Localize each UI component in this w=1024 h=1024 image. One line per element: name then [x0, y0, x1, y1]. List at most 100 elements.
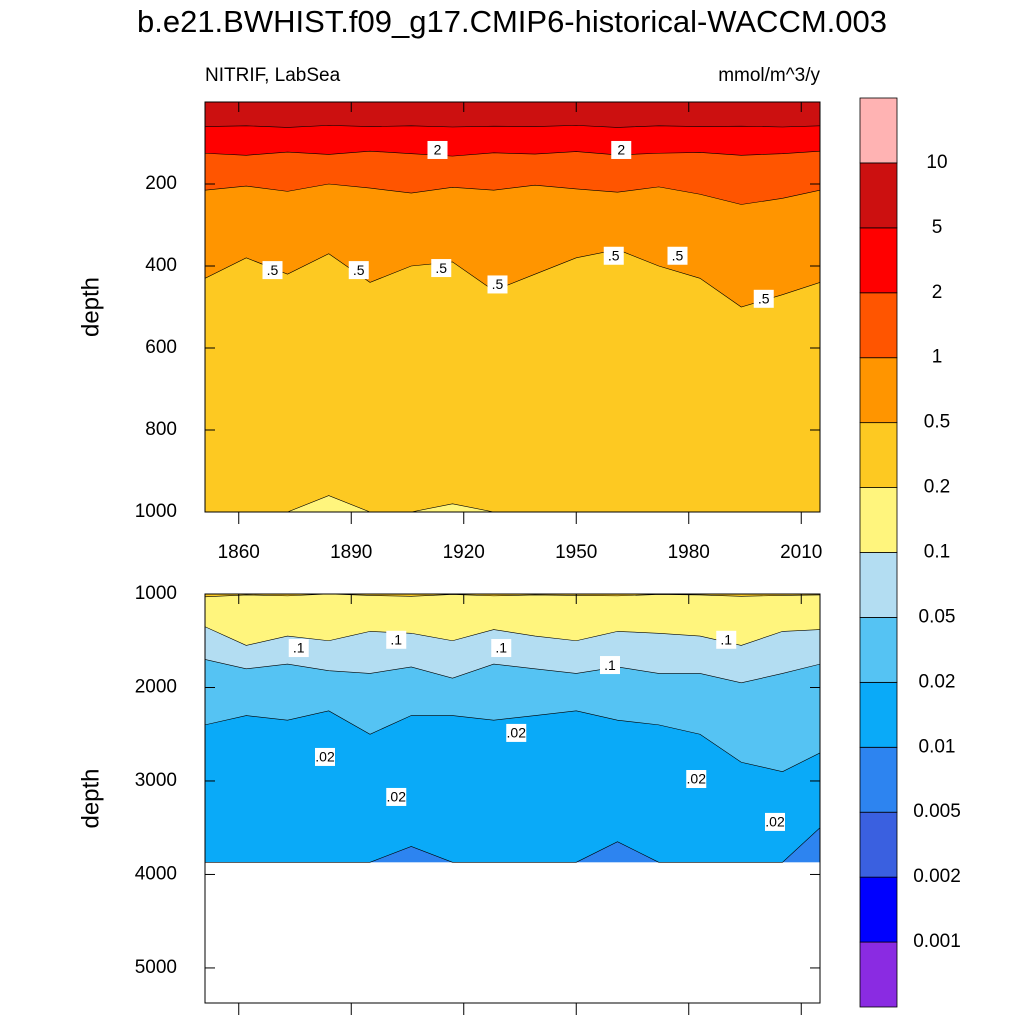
colorbar-box — [859, 227, 898, 294]
contour-label: .1 — [495, 640, 507, 656]
colorbar-label: 0.05 — [919, 606, 956, 627]
contour-fill — [205, 594, 820, 646]
subtitle-left: NITRIF, LabSea — [205, 65, 341, 86]
contour-label-box — [600, 656, 620, 675]
plot-area: .1 .1 .1 .1 .1 .02 .02 .02 .02 .02 — [205, 594, 820, 863]
contour-label: .02 — [315, 749, 335, 765]
contour-line — [205, 125, 820, 128]
contour-label: .5 — [608, 247, 620, 263]
colorbar-label: 0.1 — [924, 542, 950, 563]
contour-fill — [205, 102, 820, 128]
colorbar-box — [859, 292, 898, 359]
contour-label: .1 — [390, 632, 402, 648]
x-tick-label: 1950 — [555, 542, 597, 563]
contour-label-box — [315, 747, 335, 766]
colorbar-box — [859, 876, 898, 943]
contour-label-box — [603, 246, 624, 265]
colorbar-label: 0.2 — [924, 477, 950, 498]
contour-line — [205, 594, 820, 598]
y-tick-label: 1000 — [135, 583, 177, 604]
contour-label: .5 — [435, 260, 447, 276]
contour-label: .1 — [293, 640, 305, 656]
plot-frame — [204, 593, 821, 1004]
contour-line — [205, 249, 820, 308]
contour-label: .5 — [492, 276, 504, 292]
plot-frame — [204, 101, 821, 513]
colorbar-label: 0.01 — [919, 736, 956, 757]
y-tick-label: 600 — [145, 337, 177, 358]
contour-label: .1 — [604, 657, 616, 673]
colorbar-box — [859, 941, 898, 1008]
contour-line — [205, 827, 820, 863]
y-tick-label: 1000 — [135, 501, 177, 522]
y-tick-label: 200 — [145, 173, 177, 194]
y-tick-label: 4000 — [135, 863, 177, 884]
colorbar-box — [859, 746, 898, 813]
colorbar-label: 2 — [932, 282, 943, 303]
y-axis-label: depth — [77, 768, 104, 828]
colorbar-box — [859, 811, 898, 878]
contour-line — [205, 710, 820, 772]
contour-label-box — [431, 259, 452, 278]
colorbar-box — [859, 97, 898, 164]
y-tick-label: 5000 — [135, 957, 177, 978]
contour-label-box — [491, 639, 512, 658]
contour-label-box — [288, 639, 309, 658]
x-tick-label: 2010 — [780, 542, 822, 563]
colorbar-label: 0.5 — [924, 412, 950, 433]
plot-area: 2 2 .5 .5 .5 .5 .5 .5 .5 — [205, 102, 820, 512]
colorbar-label: 0.001 — [913, 931, 961, 952]
contour-line — [205, 150, 820, 157]
contour-label-box — [686, 770, 707, 789]
contour-label-box — [487, 275, 508, 294]
y-tick-label: 3000 — [135, 770, 177, 791]
contour-label-box — [262, 261, 283, 280]
contour-label-box — [765, 812, 785, 831]
colorbar-box — [859, 357, 898, 424]
contour-label: .02 — [765, 814, 785, 830]
contour-label: .02 — [507, 725, 527, 741]
contour-label: .5 — [672, 247, 684, 263]
colorbar-box — [859, 162, 898, 229]
contour-line — [205, 183, 820, 205]
contour-label: .02 — [387, 789, 407, 805]
colorbar-box — [859, 552, 898, 618]
colorbar-label: 0.02 — [919, 671, 956, 692]
x-tick-label: 1980 — [668, 542, 710, 563]
contour-label-box — [506, 723, 527, 742]
colorbar-label: 5 — [932, 217, 943, 238]
y-axis-label: depth — [77, 277, 104, 337]
contour-label-box — [667, 246, 688, 265]
contour-label-box — [427, 140, 448, 159]
colorbar-box — [859, 487, 898, 553]
x-tick-label: 1860 — [218, 542, 260, 563]
contour-label-box — [716, 630, 737, 649]
x-tick-label: 1920 — [443, 542, 485, 563]
x-tick-label: 1890 — [330, 542, 372, 563]
contour-label-box — [611, 140, 632, 159]
colorbar-box — [859, 422, 898, 488]
colorbar-box — [859, 617, 898, 683]
contour-label: .5 — [267, 262, 279, 278]
contour-line — [205, 495, 820, 512]
colorbar-label: 1 — [932, 347, 943, 368]
colorbar-label: 0.005 — [913, 801, 961, 822]
y-tick-label: 2000 — [135, 677, 177, 698]
contour-label: 2 — [434, 142, 442, 158]
y-tick-label: 800 — [145, 419, 177, 440]
contour-label: .5 — [758, 291, 770, 307]
colorbar-box — [859, 681, 898, 748]
colorbar-label: 0.002 — [913, 866, 961, 887]
contour-label-box — [753, 289, 774, 308]
contour-label-box — [386, 630, 407, 649]
contour-label-box — [386, 787, 407, 806]
contour-line — [205, 659, 820, 684]
y-tick-label: 400 — [145, 255, 177, 276]
colorbar-label: 10 — [926, 152, 947, 173]
contour-label: .5 — [353, 262, 365, 278]
contour-label-box — [348, 261, 369, 280]
subtitle-right: mmol/m^3/y — [718, 65, 820, 86]
contour-label: 2 — [617, 142, 625, 158]
chart-title: b.e21.BWHIST.f09_g17.CMIP6-historical-WA… — [137, 4, 887, 39]
